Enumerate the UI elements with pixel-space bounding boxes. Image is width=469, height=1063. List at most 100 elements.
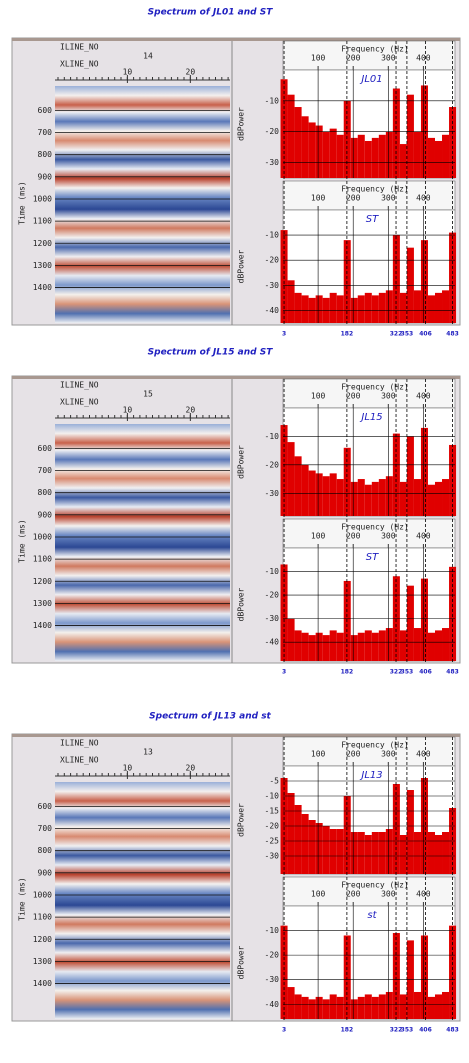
marker-label: 182 bbox=[341, 1027, 354, 1034]
freq-tick-label: 100 bbox=[311, 54, 326, 63]
spectrum-bar bbox=[371, 481, 379, 516]
y-axis-label: dBPower bbox=[237, 803, 246, 837]
spectrum-bar bbox=[315, 823, 323, 874]
time-tick-label: 700 bbox=[38, 824, 53, 833]
time-tick-label: 1100 bbox=[33, 217, 52, 226]
spectrum-bar bbox=[364, 835, 372, 874]
freq-tick-label: 400 bbox=[416, 532, 431, 541]
y-tick-label: -10 bbox=[265, 926, 280, 935]
freq-tick-label: 400 bbox=[416, 890, 431, 899]
iline-value: 14 bbox=[143, 52, 153, 61]
freq-tick-label: 100 bbox=[311, 194, 326, 203]
spectrum-bar bbox=[378, 994, 386, 1019]
time-tick-label: 1200 bbox=[33, 935, 52, 944]
y-tick-label: -30 bbox=[265, 281, 280, 290]
spectrum-bar bbox=[371, 832, 379, 874]
freq-tick-label: 400 bbox=[416, 54, 431, 63]
freq-tick-label: 300 bbox=[381, 532, 396, 541]
header-bar bbox=[12, 38, 460, 41]
y-tick-label: -10 bbox=[265, 231, 280, 240]
spectrum-bar bbox=[336, 134, 344, 178]
y-tick-label: -15 bbox=[265, 807, 280, 816]
spectrum-bar bbox=[350, 999, 358, 1019]
freq-axis-label: Frequency (Hz) bbox=[341, 881, 408, 890]
iline-value: 13 bbox=[143, 748, 153, 757]
xline-tick-label: 20 bbox=[186, 406, 196, 415]
xline-label: XLINE_NO bbox=[60, 60, 99, 69]
marker-label: 483 bbox=[446, 669, 459, 676]
marker-label: 406 bbox=[419, 669, 432, 676]
spectrum-bar bbox=[357, 134, 365, 178]
spectrum-bar bbox=[371, 996, 379, 1019]
spectrum-bar bbox=[406, 94, 414, 178]
freq-axis-label: Frequency (Hz) bbox=[341, 741, 408, 750]
freq-header bbox=[282, 180, 456, 211]
freq-tick-label: 200 bbox=[346, 194, 361, 203]
y-axis-label: dBPower bbox=[237, 945, 246, 979]
spectrum-bar bbox=[371, 632, 379, 661]
spectrum-bar bbox=[329, 128, 337, 178]
spectrum-bar bbox=[357, 832, 365, 874]
spectrum-bar bbox=[301, 464, 309, 516]
spectrum-bar bbox=[406, 790, 414, 874]
freq-tick-label: 300 bbox=[381, 890, 396, 899]
freq-tick-label: 300 bbox=[381, 194, 396, 203]
y-tick-label: -5 bbox=[269, 777, 279, 786]
spectrum-bar bbox=[308, 820, 316, 874]
time-tick-label: 1400 bbox=[33, 621, 52, 630]
spectrum-bar bbox=[315, 473, 323, 516]
spectrum-bar bbox=[315, 632, 323, 661]
spectrum-bar bbox=[322, 131, 330, 178]
spectrum-bar bbox=[301, 632, 309, 661]
panel-title: Spectrum of JL01 and ST bbox=[148, 8, 274, 18]
time-tick-label: 600 bbox=[38, 802, 53, 811]
spectrum-bar bbox=[427, 484, 435, 516]
freq-tick-label: 100 bbox=[311, 532, 326, 541]
spectrum-bar bbox=[364, 994, 372, 1019]
spectrum-bar bbox=[420, 427, 428, 516]
spectrum-bar bbox=[392, 235, 400, 323]
spectrum-bar bbox=[392, 933, 400, 1019]
y-tick-label: -10 bbox=[265, 96, 280, 105]
y-tick-label: -30 bbox=[265, 614, 280, 623]
iline-label: ILINE_NO bbox=[60, 43, 99, 52]
spectrum-bar bbox=[434, 835, 443, 874]
spectrum-name: JL13 bbox=[359, 770, 382, 781]
y-tick-label: -20 bbox=[265, 591, 280, 600]
marker-label: 483 bbox=[446, 331, 459, 338]
spectrum-bar bbox=[385, 131, 393, 178]
spectrum-bar bbox=[434, 481, 443, 516]
freq-header bbox=[282, 378, 456, 409]
xline-tick-label: 20 bbox=[186, 764, 196, 773]
freq-axis-label: Frequency (Hz) bbox=[341, 523, 408, 532]
freq-axis-label: Frequency (Hz) bbox=[341, 383, 408, 392]
spectrum-bar bbox=[399, 994, 407, 1019]
spectrum-bar bbox=[301, 996, 309, 1019]
spectrum-bar bbox=[308, 635, 316, 661]
spectrum-bar bbox=[378, 832, 386, 874]
time-tick-label: 800 bbox=[38, 846, 53, 855]
spectrum-bar bbox=[301, 814, 309, 874]
spectrum-bar bbox=[442, 991, 450, 1019]
spectrum-bar bbox=[308, 122, 316, 178]
iline-value: 15 bbox=[143, 390, 153, 399]
time-tick-label: 900 bbox=[38, 510, 53, 519]
freq-tick-label: 200 bbox=[346, 890, 361, 899]
marker-label: 182 bbox=[341, 331, 354, 338]
marker-label: 353 bbox=[401, 331, 414, 338]
spectrum-bar bbox=[322, 826, 330, 874]
time-tick-label: 1000 bbox=[33, 532, 52, 541]
y-axis-label: dBPower bbox=[237, 249, 246, 283]
y-tick-label: -10 bbox=[265, 432, 280, 441]
spectrum-bar bbox=[364, 140, 372, 178]
spectrum-bar bbox=[287, 618, 295, 661]
spectrum-bar bbox=[336, 295, 344, 323]
spectrum-bar bbox=[357, 295, 365, 323]
spectrum-bar bbox=[413, 628, 421, 661]
spectrum-bar bbox=[287, 442, 295, 516]
time-tick-label: 1100 bbox=[33, 555, 52, 564]
spectrum-bar bbox=[350, 832, 358, 874]
time-tick-label: 1300 bbox=[33, 261, 52, 270]
spectrum-bar bbox=[287, 94, 295, 178]
